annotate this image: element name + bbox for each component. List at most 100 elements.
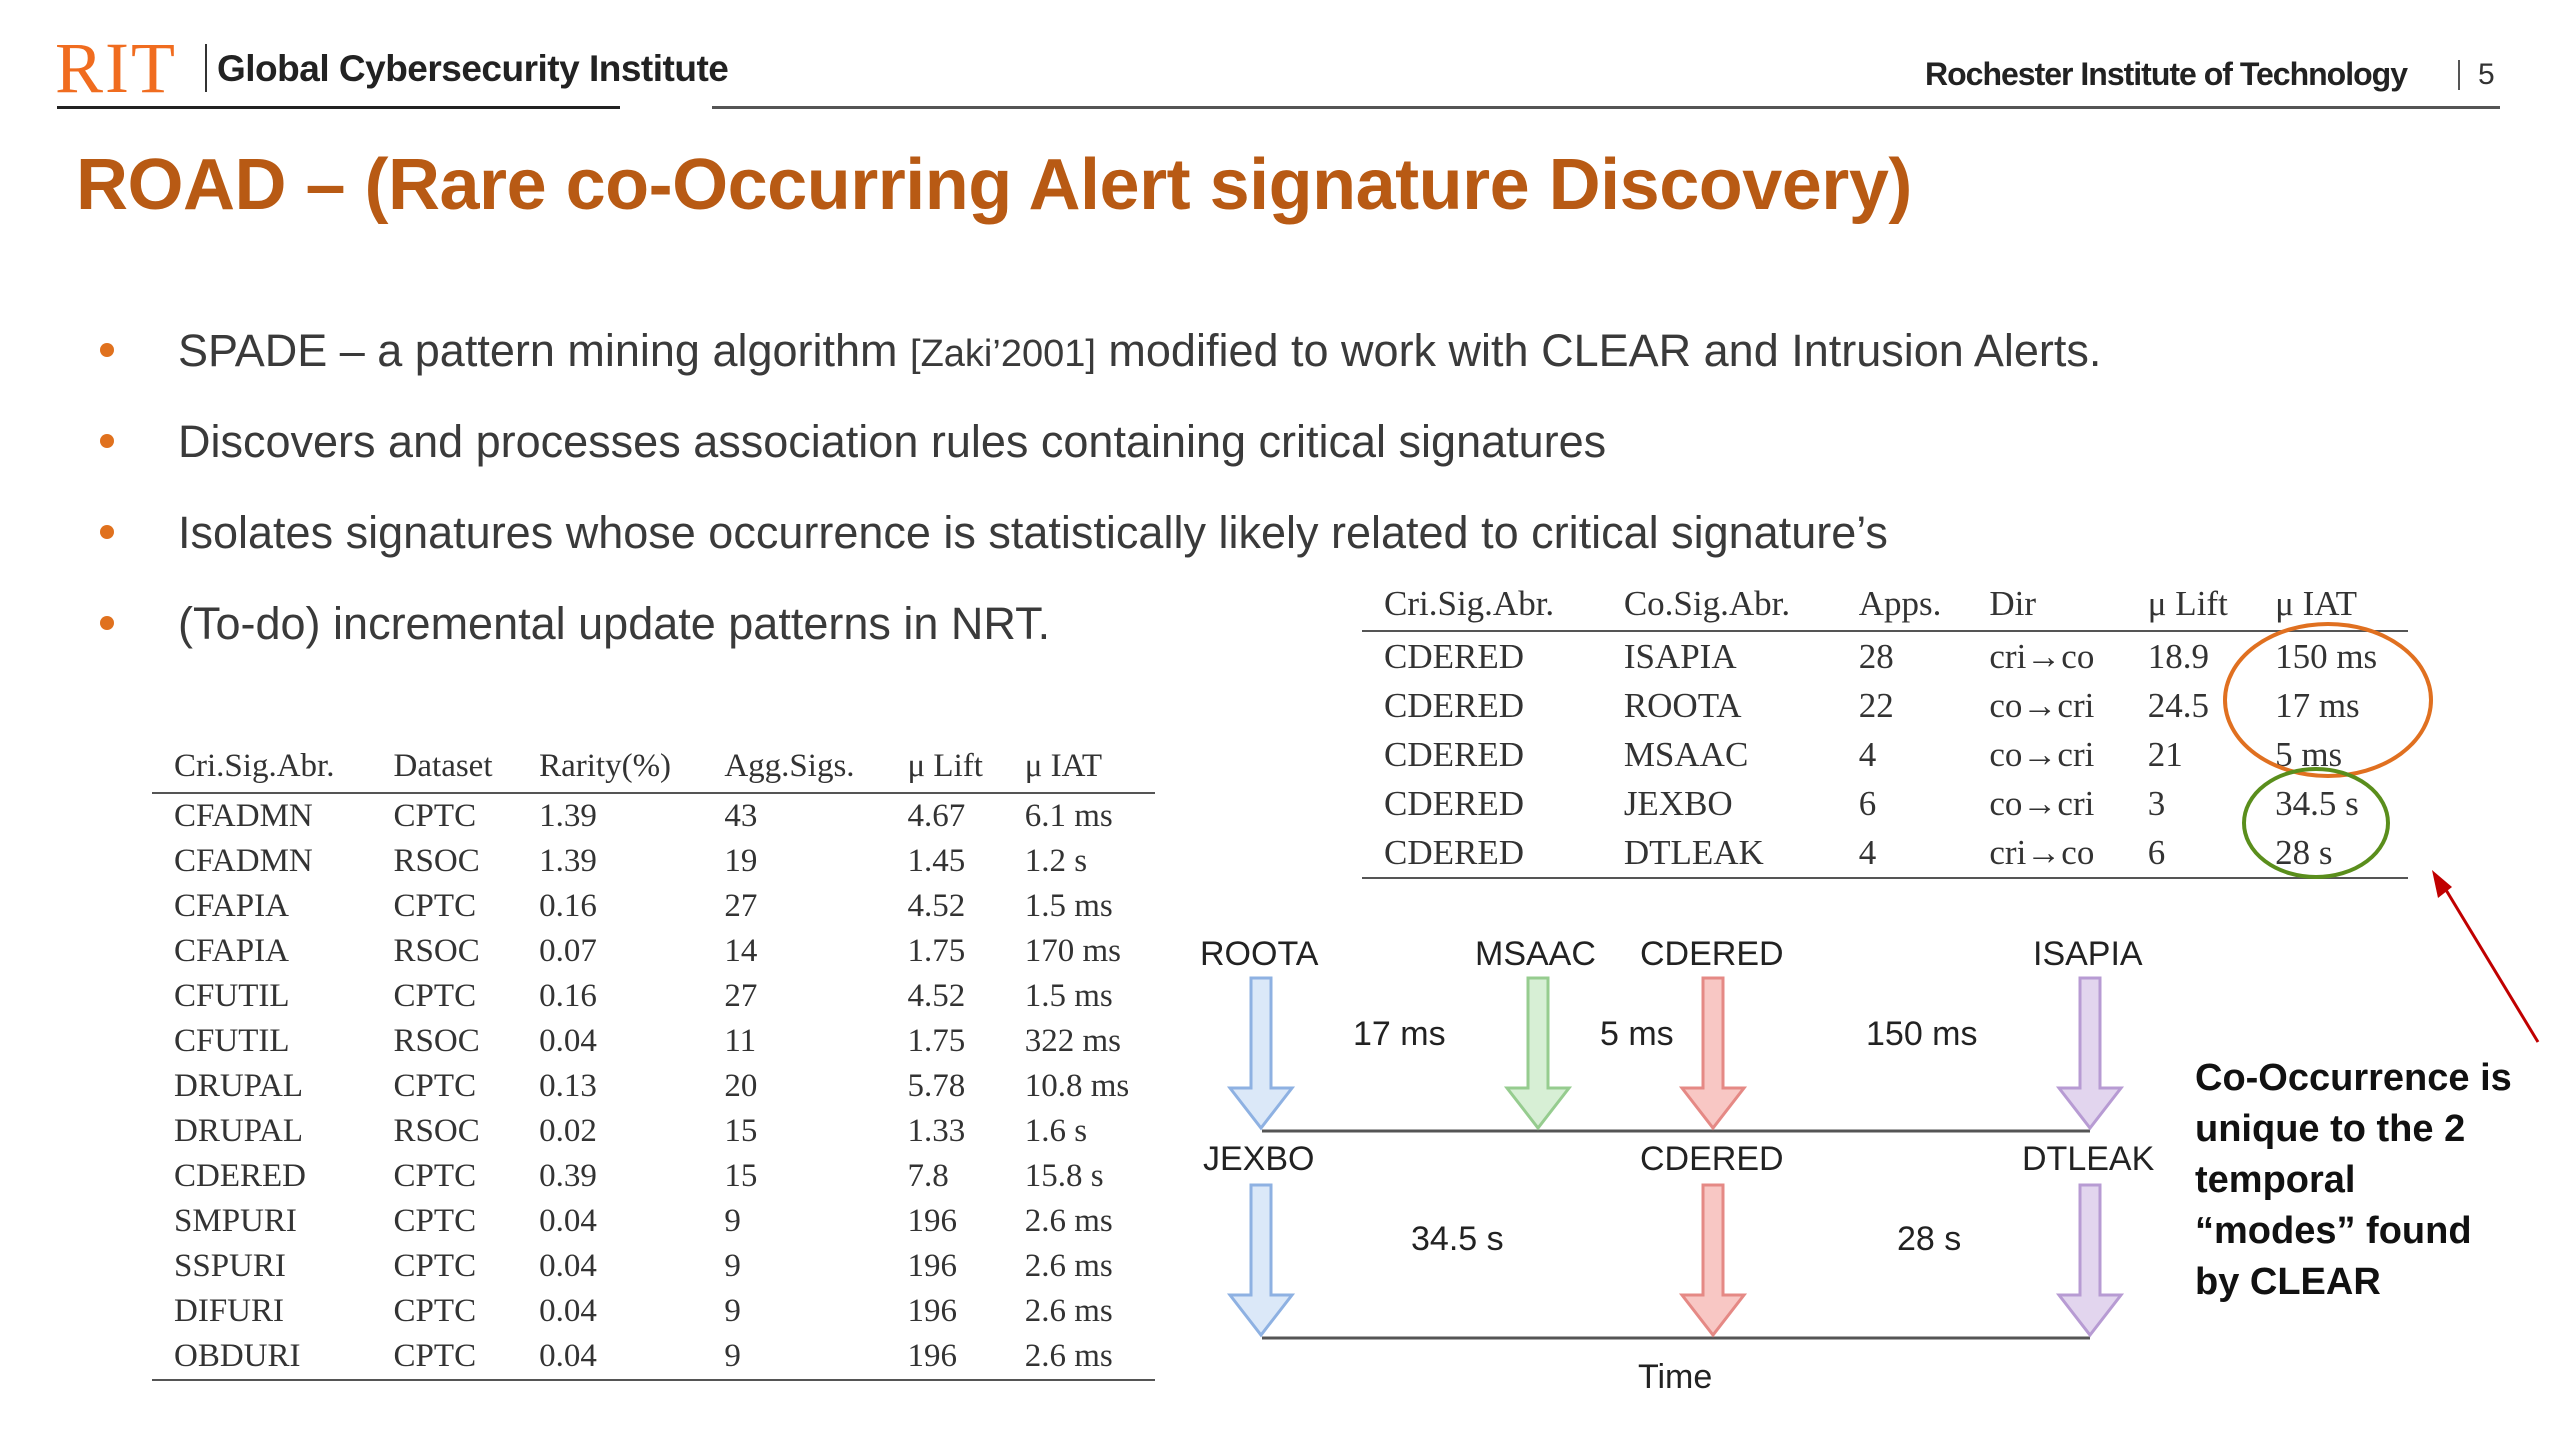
table-cell: CFADMN — [174, 843, 313, 879]
table-cell: 1.75 — [907, 1023, 966, 1059]
table-cell: 14 — [724, 933, 758, 969]
bullet-text: (To-do) incremental update patterns in N… — [178, 598, 1051, 649]
table-cell: RSOC — [393, 1113, 480, 1149]
table-row: CFAPIA RSOC 0.07 14 1.75 170 ms — [152, 929, 1155, 974]
table-cell: CDERED — [1384, 734, 1524, 774]
table-cell: 1.45 — [907, 843, 966, 879]
callout-line: by CLEAR — [2195, 1261, 2381, 1303]
table-cell: 28 s — [2275, 832, 2333, 872]
table-cell: CDERED — [1384, 832, 1524, 872]
table-row: CDERED CPTC 0.39 15 7.8 15.8 s — [152, 1154, 1155, 1199]
table-cell: 43 — [724, 798, 758, 834]
table-cell: CFUTIL — [174, 1023, 290, 1059]
rarity-table: Cri.Sig.Abr. Dataset Rarity(%) Agg.Sigs.… — [152, 740, 1155, 1381]
table-cell: 4.52 — [907, 978, 966, 1014]
table-cell: ISAPIA — [1623, 636, 1737, 676]
msaac-down-arrow-icon — [1503, 976, 1573, 1131]
signature-label: ROOTA — [1200, 935, 1319, 973]
column-header: Co.Sig.Abr. — [1601, 578, 1837, 632]
table-cell: MSAAC — [1623, 734, 1749, 774]
column-header: Apps. — [1836, 578, 1968, 632]
table-row: CFAPIA CPTC 0.16 27 4.52 1.5 ms — [152, 884, 1155, 929]
table-cell: 1.33 — [907, 1113, 966, 1149]
table-cell: co→cri — [1989, 783, 2095, 823]
column-header: Dataset — [371, 740, 518, 794]
table-cell: 0.04 — [539, 1023, 597, 1059]
table-cell: CPTC — [393, 1158, 477, 1194]
table-cell: DRUPAL — [174, 1113, 303, 1149]
jexbo-down-arrow-icon — [1226, 1183, 1296, 1338]
table-cell: 1.75 — [907, 933, 966, 969]
table-cell: 5.78 — [907, 1068, 966, 1104]
table-cell: CDERED — [1384, 685, 1524, 725]
gap-label: 28 s — [1897, 1220, 1962, 1258]
bullet-icon — [100, 343, 114, 357]
table-cell: 11 — [724, 1023, 757, 1059]
table-cell: 0.04 — [539, 1293, 597, 1329]
table-cell: CFADMN — [174, 798, 313, 834]
page-number-divider — [2458, 60, 2460, 90]
table-cell: cri→co — [1989, 832, 2095, 872]
table-cell: 18.9 — [2147, 636, 2210, 676]
table-cell: CPTC — [393, 978, 477, 1014]
column-header: Dir — [1967, 578, 2126, 632]
table-cell: DTLEAK — [1623, 832, 1764, 872]
table-cell: 9 — [724, 1248, 741, 1284]
slide-title: ROAD – (Rare co-Occurring Alert signatur… — [76, 145, 1912, 225]
table-cell: 0.04 — [539, 1248, 597, 1284]
callout-line: temporal — [2195, 1159, 2356, 1201]
logo-underline — [57, 106, 620, 109]
green-highlight-circle — [2242, 767, 2390, 879]
table-row: CFADMN CPTC 1.39 43 4.67 6.1 ms — [152, 793, 1155, 839]
table-row: CDERED ROOTA 22 co→cri 24.5 17 ms — [1362, 681, 2408, 730]
table-cell: 27 — [724, 978, 758, 1014]
table-cell: 196 — [907, 1293, 957, 1329]
table-cell: 170 ms — [1024, 933, 1121, 969]
table-row: CDERED JEXBO 6 co→cri 3 34.5 s — [1362, 779, 2408, 828]
signature-label: ISAPIA — [2033, 935, 2143, 973]
table-row: DRUPAL CPTC 0.13 20 5.78 10.8 ms — [152, 1064, 1155, 1109]
table-row: DIFURI CPTC 0.04 9 196 2.6 ms — [152, 1289, 1155, 1334]
table-cell: 19 — [724, 843, 758, 879]
column-header: Rarity(%) — [517, 740, 703, 794]
table-cell: SMPURI — [174, 1203, 297, 1239]
table-cell: 2.6 ms — [1024, 1248, 1113, 1284]
column-header: Cri.Sig.Abr. — [152, 740, 372, 794]
table-row: CFUTIL CPTC 0.16 27 4.52 1.5 ms — [152, 974, 1155, 1019]
table-cell: 196 — [907, 1338, 957, 1374]
table-cell: RSOC — [393, 933, 480, 969]
table-cell: 0.39 — [539, 1158, 597, 1194]
column-header: Cri.Sig.Abr. — [1362, 578, 1602, 632]
table-cell: JEXBO — [1623, 783, 1733, 823]
table-cell: co→cri — [1989, 734, 2095, 774]
table-cell: 0.07 — [539, 933, 597, 969]
table-cell: 27 — [724, 888, 758, 924]
table-cell: 2.6 ms — [1024, 1203, 1113, 1239]
table-cell: CPTC — [393, 1338, 477, 1374]
gap-label: 17 ms — [1353, 1015, 1446, 1053]
table-cell: CPTC — [393, 1248, 477, 1284]
header-rule — [712, 106, 2500, 109]
table-cell: 15.8 s — [1024, 1158, 1104, 1194]
column-header: μ IAT — [2253, 578, 2408, 632]
table-cell: 24.5 — [2147, 685, 2210, 725]
table-cell: 0.16 — [539, 978, 597, 1014]
table-cell: CDERED — [1384, 783, 1524, 823]
table-cell: cri→co — [1989, 636, 2095, 676]
table-cell: 5 ms — [2275, 734, 2343, 774]
table-cell: CDERED — [1384, 636, 1524, 676]
isapia-down-arrow-icon — [2055, 976, 2125, 1131]
orange-highlight-circle — [2223, 622, 2433, 778]
table-cell: 3 — [2147, 783, 2166, 823]
rootа-down-arrow-icon — [1226, 976, 1296, 1131]
column-header: μ Lift — [2125, 578, 2254, 632]
dtleak-down-arrow-icon — [2055, 1183, 2125, 1338]
table-row: CDERED DTLEAK 4 cri→co 6 28 s — [1362, 828, 2408, 878]
gap-label: 34.5 s — [1411, 1220, 1504, 1258]
table-cell: 1.39 — [539, 843, 597, 879]
callout-arrowhead-icon — [2432, 870, 2452, 898]
table-cell: CDERED — [174, 1158, 306, 1194]
page-number: 5 — [2478, 58, 2495, 91]
